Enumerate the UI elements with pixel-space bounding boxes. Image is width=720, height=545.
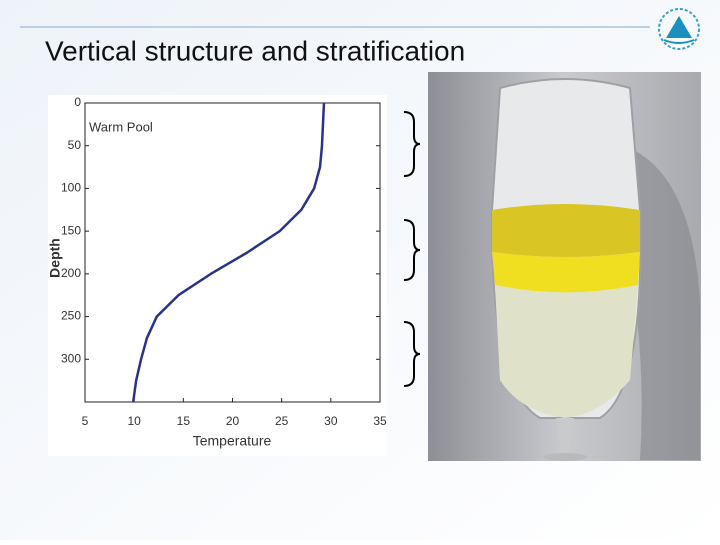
y-tick-label: 0 (74, 95, 81, 109)
x-tick-label: 25 (275, 414, 289, 428)
x-tick-label: 35 (373, 414, 387, 428)
profile-line (131, 102, 326, 403)
y-tick-label: 300 (61, 351, 81, 365)
x-tick-label: 30 (324, 414, 338, 428)
x-tick-label: 10 (127, 414, 141, 428)
y-tick-label: 100 (61, 181, 81, 195)
slide-title: Vertical structure and stratification (45, 35, 465, 66)
chart-panel (48, 95, 387, 456)
logo (658, 8, 700, 50)
plot: 0 50 100 150 200 250 300 5 10 15 20 25 30 35 (61, 95, 387, 428)
x-tick-label: 15 (177, 414, 191, 428)
y-tick-label: 150 (61, 223, 81, 237)
annotation: Warm Pool (89, 119, 153, 134)
x-tick-label: 5 (82, 414, 89, 428)
y-tick-label: 250 (61, 309, 81, 323)
y-tick-label: 50 (68, 138, 82, 152)
x-tick-label: 20 (226, 414, 240, 428)
y-tick-label: 200 (61, 266, 81, 280)
x-axis-label: Temperature (193, 433, 272, 449)
y-axis-label: Depth (47, 238, 63, 278)
glass-photo (428, 72, 701, 461)
braces (403, 111, 421, 387)
